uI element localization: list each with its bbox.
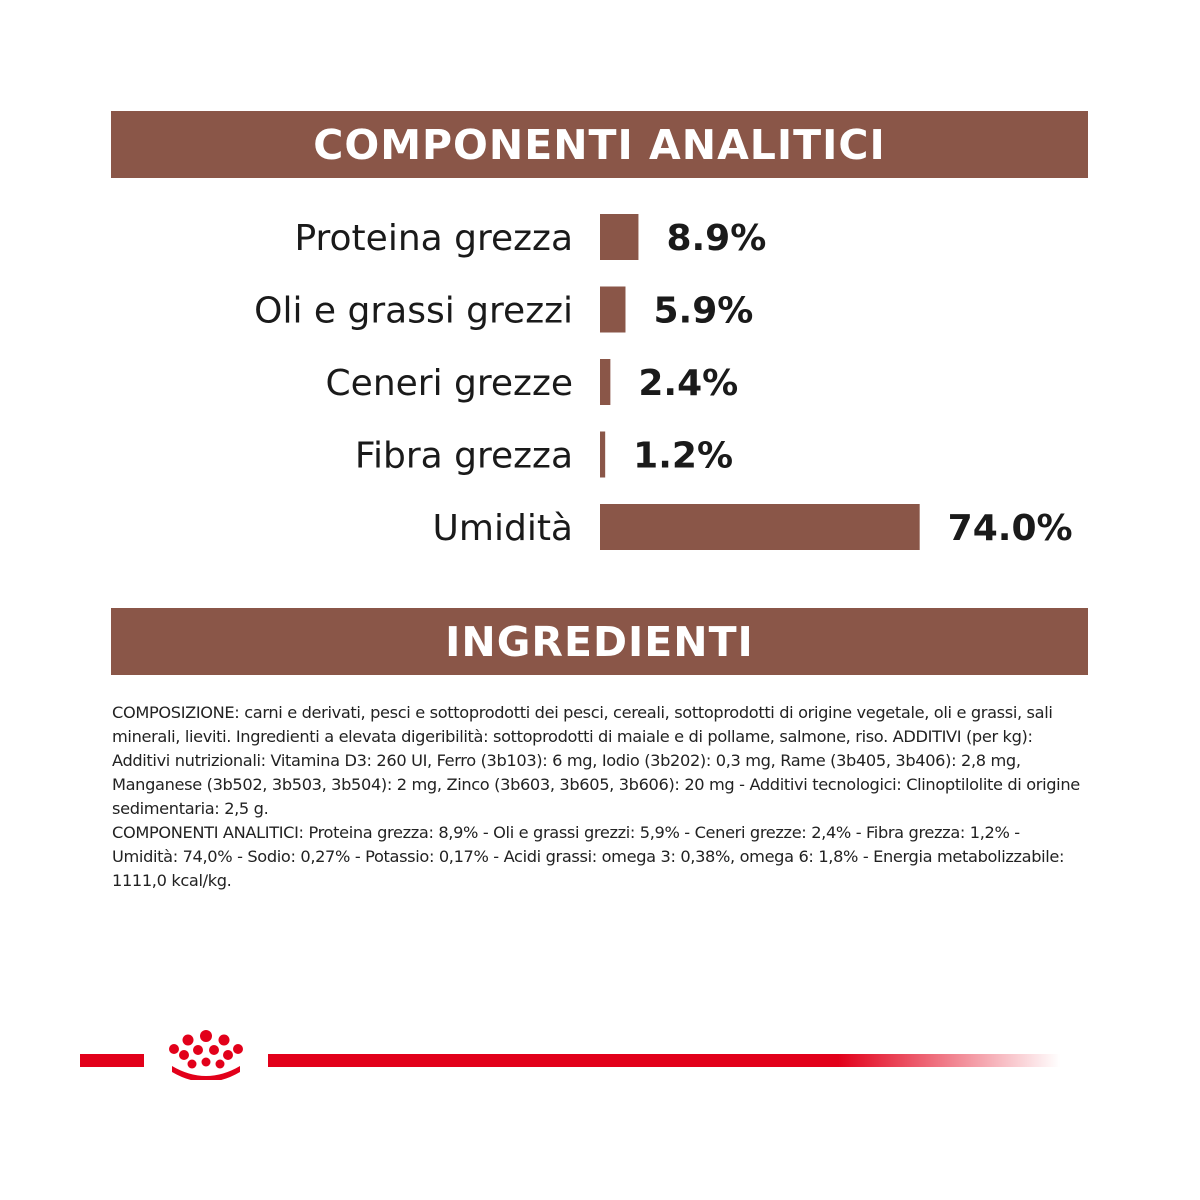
brand-footer-band bbox=[80, 1030, 1060, 1080]
analytic-components-paragraph: COMPONENTI ANALITICI: Proteina grezza: 8… bbox=[112, 823, 1065, 890]
bar-value-label: 74.0% bbox=[948, 508, 1073, 549]
analytic-components-chart: Proteina grezza 8.9% Oli e grassi grezzi 5.… bbox=[254, 214, 1073, 550]
bar-value-label: 8.9% bbox=[666, 218, 766, 259]
bar bbox=[600, 214, 639, 260]
analytic-components-title: COMPONENTI ANALITICI bbox=[313, 120, 886, 169]
chart-bars: Proteina grezza 8.9% Oli e grassi grezzi 5.… bbox=[254, 214, 1073, 550]
ingredients-title: INGREDIENTI bbox=[445, 617, 754, 666]
bar-value-label: 2.4% bbox=[638, 363, 738, 404]
brand-line-right bbox=[268, 1054, 1060, 1067]
bar-value-label: 1.2% bbox=[633, 436, 733, 477]
bar bbox=[600, 504, 920, 550]
royal-canin-crown-icon bbox=[169, 1030, 243, 1080]
bar bbox=[600, 431, 606, 478]
bar-label: Proteina grezza bbox=[294, 218, 573, 259]
bar bbox=[600, 286, 626, 333]
analytic-components-header: COMPONENTI ANALITICI bbox=[111, 111, 1088, 178]
composition-paragraph: COMPOSIZIONE: carni e derivati, pesci e … bbox=[112, 703, 1080, 818]
bar-label: Fibra grezza bbox=[355, 436, 573, 477]
bar-label: Oli e grassi grezzi bbox=[254, 291, 573, 332]
bar-value-label: 5.9% bbox=[653, 291, 753, 332]
ingredients-text: COMPOSIZIONE: carni e derivati, pesci e … bbox=[112, 701, 1087, 893]
bar-label: Ceneri grezze bbox=[326, 363, 573, 404]
ingredients-header: INGREDIENTI bbox=[111, 608, 1088, 675]
brand-line-left bbox=[80, 1054, 144, 1067]
bar bbox=[600, 359, 611, 405]
bar-label: Umidità bbox=[433, 508, 573, 549]
